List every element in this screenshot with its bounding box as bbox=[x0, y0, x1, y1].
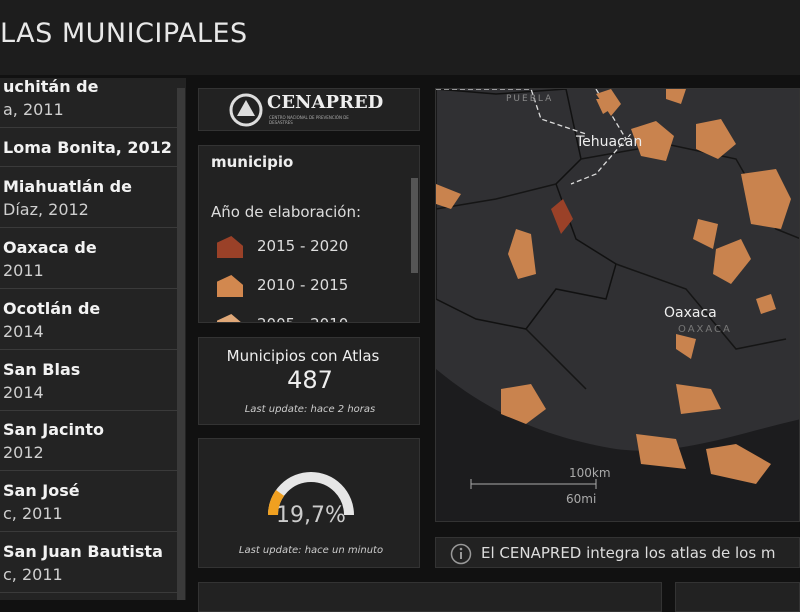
map-label: OAXACA bbox=[678, 324, 732, 335]
logo-panel: CENAPRED CENTRO NACIONAL DE PREVENCIÓN D… bbox=[198, 88, 420, 131]
item-name: uchitán de bbox=[3, 78, 99, 96]
list-item[interactable]: Ocotlán de 2014 bbox=[0, 289, 177, 350]
bottom-panel bbox=[675, 582, 800, 612]
list-item[interactable]: San José c, 2011 bbox=[0, 471, 177, 532]
item-name: Oaxaca de bbox=[3, 237, 97, 257]
map-label: PUEBLA bbox=[506, 94, 553, 104]
item-detail: 2012 bbox=[3, 443, 44, 462]
item-detail: c, 2011 bbox=[3, 503, 63, 523]
item-name: Ocotlán de bbox=[3, 298, 101, 318]
item-name: Miahuatlán de bbox=[3, 176, 132, 196]
indicator-update: Last update: hace 2 horas bbox=[244, 404, 376, 415]
legend-label: 2010 - 2015 bbox=[257, 276, 349, 294]
map-label: Oaxaca bbox=[664, 305, 717, 321]
list-item[interactable]: San Blas 2014 bbox=[0, 350, 177, 411]
map[interactable]: PUEBLA Tehuacán Oaxaca OAXACA 100km 60mi bbox=[436, 89, 800, 522]
list-item[interactable]: San Jacinto 2012 bbox=[0, 411, 177, 471]
indicator-title: Municipios con Atlas bbox=[226, 347, 380, 365]
item-name: San Juan Bautista bbox=[3, 541, 163, 561]
legend-label: 2005 - 2010 bbox=[257, 315, 348, 322]
info-icon[interactable] bbox=[450, 543, 472, 565]
info-text: El CENAPRED integra los atlas de los m bbox=[481, 544, 776, 562]
legend-swatch bbox=[217, 275, 243, 297]
item-detail: Díaz, 2012 bbox=[3, 199, 89, 219]
info-panel: El CENAPRED integra los atlas de los m bbox=[435, 537, 800, 568]
item-detail: c, 2011 bbox=[3, 564, 63, 584]
legend-layer: municipio bbox=[211, 153, 294, 171]
list-item[interactable]: San Juan Bautista c, 2011 bbox=[0, 532, 177, 593]
legend-field: Año de elaboración: bbox=[211, 203, 362, 221]
bottom-panel bbox=[198, 582, 662, 612]
logo-subtitle: CENTRO NACIONAL DE PREVENCIÓN DE DESASTR… bbox=[269, 115, 349, 125]
list-item[interactable]: Miahuatlán de Díaz, 2012 bbox=[0, 167, 177, 228]
item-name: Loma Bonita, 2012 bbox=[3, 137, 172, 157]
header: LAS MUNICIPALES bbox=[0, 0, 800, 75]
scrollbar bbox=[411, 178, 418, 273]
gauge-value bbox=[268, 490, 285, 516]
item-detail: 2011 bbox=[3, 260, 44, 280]
map-label: Tehuacán bbox=[575, 134, 642, 150]
list-item[interactable]: Loma Bonita, 2012 bbox=[0, 128, 177, 167]
legend-swatch bbox=[217, 314, 243, 322]
legend-panel[interactable]: municipio Año de elaboración: 2015 - 202… bbox=[198, 145, 420, 323]
scale-mi: 60mi bbox=[566, 492, 596, 506]
indicator-panel: Municipios con Atlas 487 Last update: ha… bbox=[198, 337, 420, 425]
item-name: San Blas bbox=[3, 359, 81, 379]
logo-icon bbox=[229, 93, 263, 127]
scale-km: 100km bbox=[569, 466, 611, 480]
gauge: 19,7% Last update: hace un minuto bbox=[239, 472, 383, 556]
scrollbar bbox=[177, 88, 185, 600]
item-name: San Jacinto bbox=[3, 420, 105, 439]
item-name: San José bbox=[3, 480, 80, 500]
item-detail: a, 2011 bbox=[3, 100, 64, 119]
gauge-update: Last update: hace un minuto bbox=[239, 545, 383, 556]
logo-name: CENAPRED bbox=[267, 92, 384, 113]
list-item[interactable]: uchitán de a, 2011 bbox=[0, 78, 177, 128]
legend-swatch bbox=[217, 236, 243, 258]
gauge-label: 19,7% bbox=[276, 503, 346, 528]
list-item[interactable]: Oaxaca de 2011 bbox=[0, 228, 177, 289]
item-detail: 2014 bbox=[3, 382, 44, 402]
header-title: LAS MUNICIPALES bbox=[0, 18, 248, 49]
item-detail: 2014 bbox=[3, 321, 44, 341]
legend-label: 2015 - 2020 bbox=[257, 237, 349, 255]
map-panel[interactable]: PUEBLA Tehuacán Oaxaca OAXACA 100km 60mi bbox=[435, 88, 800, 522]
list-panel: uchitán de a, 2011 Loma Bonita, 2012 Miahua… bbox=[0, 78, 186, 600]
indicator-value: 487 bbox=[287, 366, 333, 394]
gauge-panel: 19,7% Last update: hace un minuto bbox=[198, 438, 420, 568]
